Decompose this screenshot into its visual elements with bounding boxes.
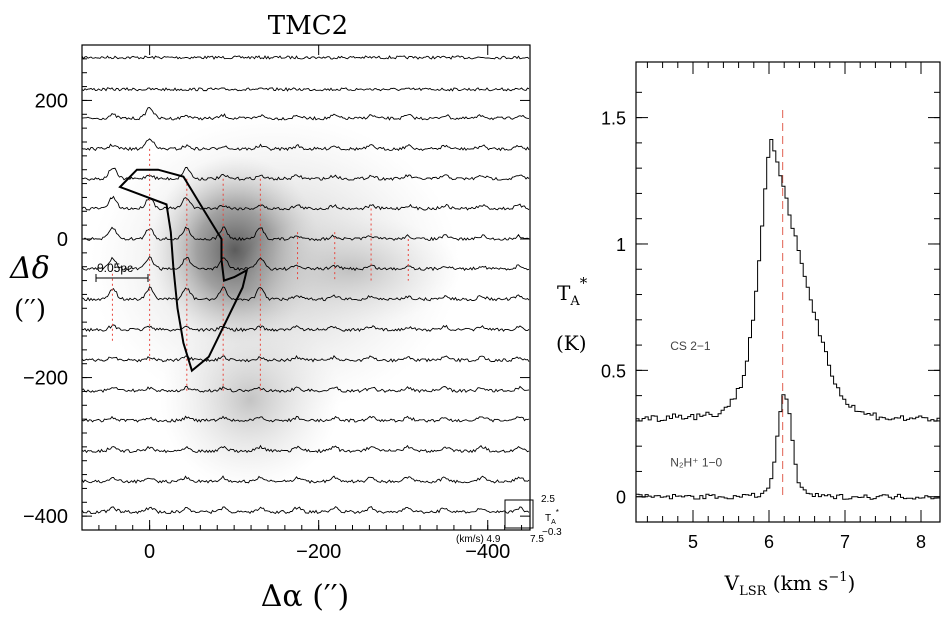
spectral-map-panel: TMC2 0 −200 −400 200 0 −200 −400 0.05pc Δδ (′′… [9,11,562,614]
spectrum-row [82,444,530,454]
peak-dotted-lines [111,148,409,392]
spectrum-y-tick-label: 1.5 [601,109,626,129]
inset-tmin: −0.3 [542,527,562,538]
map-y-tick-label: 0 [57,229,68,251]
inset-t-label: TA* [545,508,559,526]
map-y-tick-label: −400 [23,506,68,528]
spectrum-row [82,324,530,333]
spectrum-row [82,506,530,515]
spectrum-y-label-text: TA* [557,274,588,309]
scale-bar: 0.05pc [95,261,149,282]
spectrum-y-tick-label: 1 [616,235,626,255]
spectrum-ticks: 5 6 7 8 0 0.5 1 1.5 [601,62,940,552]
series-line-n2h [636,394,941,500]
spectrum-x-label: VLSR (km s−1) [724,570,856,599]
spectrum-frame [635,61,941,523]
map-title: TMC2 [268,11,348,41]
spectrum-x-tick-label: 6 [764,532,774,552]
spectrum-panel: 5 6 7 8 0 0.5 1 1.5 CS 2−1 N₂H⁺ 1−0 TA* (K) VLS… [556,61,941,599]
spectrum-x-tick-label: 5 [688,532,698,552]
spectrum-y-label: TA* (K) [556,274,588,355]
inset-box [504,499,534,529]
map-y-tick-label: 200 [35,90,68,112]
scale-bar-label: 0.05pc [97,261,133,275]
emission-tail [160,310,340,490]
spectrum-row [82,87,530,92]
inset-tmax: 2.5 [541,494,555,505]
spectrum-row [82,286,530,302]
spectra-rows [82,55,530,515]
map-y-label-text: Δδ [9,251,50,286]
spectrum-y-tick-label: 0.5 [601,361,626,381]
spectrum-row [82,256,530,272]
contour-line [118,168,249,373]
map-x-tick-label: 0 [144,541,155,563]
inset-velocity-max: 7.5 [530,534,544,545]
emission-shading [90,115,460,490]
spectrum-row [82,195,530,211]
inset-velocity-min: (km/s) 4.9 [456,534,501,545]
map-x-tick-label: −200 [296,541,341,563]
series-label-n2h: N₂H⁺ 1−0 [670,455,722,469]
map-y-label: Δδ (′′) [9,251,50,325]
spectrum-row [82,354,530,363]
spectrum-row [82,107,530,121]
spectrum-scale-inset: 2.5 TA* −0.3 (km/s) 4.9 7.5 [456,494,562,545]
spectrum-row [82,226,530,242]
spectrum-row [82,55,530,60]
spectrum-row [82,415,530,423]
series-label-cs: CS 2−1 [670,339,711,353]
map-ticks: 0 −200 −400 200 0 −200 −400 [23,44,530,563]
map-y-tick-label: −200 [23,368,68,390]
map-x-tick-label: −400 [465,541,510,563]
map-frame [81,44,531,531]
spectrum-row [82,385,530,393]
spectrum-y-unit: (K) [556,331,587,355]
map-y-unit: (′′) [14,295,46,325]
spectrum-row [82,166,530,181]
spectrum-y-tick-label: 0 [616,488,626,508]
spectrum-row [82,138,530,152]
spectrum-row [82,475,530,484]
map-x-label: Δα (′′) [261,579,350,614]
series-line-cs [636,139,940,422]
spectrum-x-tick-label: 8 [916,532,926,552]
spectrum-x-tick-label: 7 [840,532,850,552]
